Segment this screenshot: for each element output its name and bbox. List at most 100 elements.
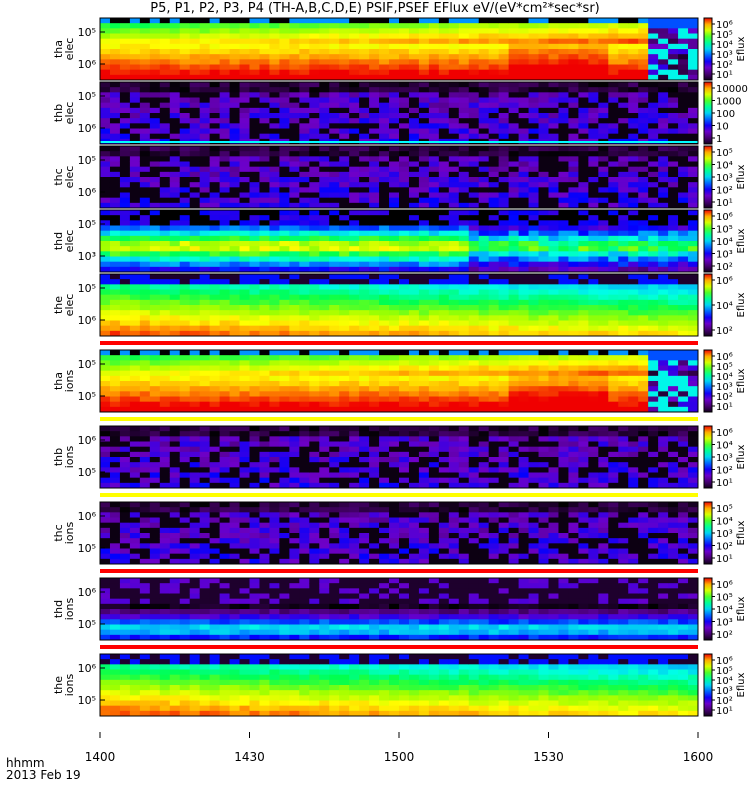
heatmap-cell xyxy=(269,370,280,377)
heatmap-cell xyxy=(628,166,639,173)
heatmap-cell xyxy=(309,220,320,226)
heatmap-cell xyxy=(638,325,649,332)
heatmap-cell xyxy=(179,43,191,50)
heatmap-cell xyxy=(269,118,280,124)
heatmap-cell xyxy=(339,118,350,124)
heatmap-cell xyxy=(408,457,420,463)
heatmap-cell xyxy=(678,28,689,34)
heatmap-cell xyxy=(408,325,420,332)
heatmap-cell xyxy=(508,279,520,285)
heatmap-cell xyxy=(339,97,350,104)
heatmap-cell xyxy=(309,386,320,392)
heatmap-cell xyxy=(508,446,520,453)
heatmap-cell xyxy=(518,462,530,468)
heatmap-cell xyxy=(149,133,161,140)
heatmap-cell xyxy=(239,107,250,114)
heatmap-cell xyxy=(578,246,589,252)
heatmap-cell xyxy=(199,431,211,437)
heatmap-cell xyxy=(428,406,440,413)
heatmap-cell xyxy=(399,401,410,408)
heatmap-cell xyxy=(578,107,589,114)
heatmap-cell xyxy=(169,235,181,242)
heatmap-cell xyxy=(369,274,380,280)
heatmap-cell xyxy=(369,279,380,285)
heatmap-cell xyxy=(119,156,131,162)
heatmap-cell xyxy=(369,325,380,332)
heatmap-cell xyxy=(299,431,310,437)
heatmap-cell xyxy=(578,59,589,65)
heatmap-cell xyxy=(668,350,679,356)
heatmap-cell xyxy=(478,256,490,263)
heatmap-cell xyxy=(488,87,500,93)
heatmap-cell xyxy=(658,235,669,242)
heatmap-cell xyxy=(648,59,659,65)
heatmap-cell xyxy=(289,241,300,247)
heatmap-cell xyxy=(418,462,430,468)
heatmap-cell xyxy=(518,38,530,45)
heatmap-cell xyxy=(678,113,689,119)
heatmap-cell xyxy=(179,266,191,273)
heatmap-cell xyxy=(349,133,360,140)
heatmap-cell xyxy=(269,482,280,489)
heatmap-cell xyxy=(129,472,141,479)
heatmap-cell xyxy=(608,151,619,157)
heatmap-cell xyxy=(379,386,390,392)
heatmap-cell xyxy=(538,128,549,135)
heatmap-cell xyxy=(389,467,400,473)
heatmap-cell xyxy=(149,156,161,162)
heatmap-cell xyxy=(279,128,290,135)
heatmap-cell xyxy=(648,64,659,71)
heatmap-cell xyxy=(179,310,191,316)
heatmap-cell xyxy=(189,320,201,327)
heatmap-cell xyxy=(339,210,350,216)
heatmap-cell xyxy=(408,118,420,124)
heatmap-cell xyxy=(578,210,589,216)
heatmap-cell xyxy=(279,23,290,29)
heatmap-cell xyxy=(289,171,300,178)
heatmap-cell xyxy=(159,381,171,387)
heatmap-cell xyxy=(558,426,569,432)
heatmap-cell xyxy=(209,64,221,71)
heatmap-cell xyxy=(269,113,280,119)
heatmap-cell xyxy=(299,151,310,157)
heatmap-cell xyxy=(379,401,390,408)
heatmap-cell xyxy=(100,325,111,332)
heatmap-cell xyxy=(109,215,121,221)
heatmap-cell xyxy=(189,102,201,109)
heatmap-cell xyxy=(279,123,290,129)
heatmap-cell xyxy=(119,241,131,247)
heatmap-cell xyxy=(438,151,450,157)
heatmap-cell xyxy=(399,33,410,40)
heatmap-cell xyxy=(558,235,569,242)
heatmap-cell xyxy=(548,187,559,193)
heatmap-cell xyxy=(339,43,350,50)
baseline-bar xyxy=(100,417,698,421)
heatmap-cell xyxy=(428,102,440,109)
heatmap-cell xyxy=(408,87,420,93)
heatmap-cell xyxy=(319,310,330,316)
heatmap-cell xyxy=(129,220,141,226)
heatmap-cell xyxy=(448,235,460,242)
heatmap-cell xyxy=(179,472,191,479)
heatmap-cell xyxy=(209,197,221,204)
heatmap-cell xyxy=(369,202,380,209)
heatmap-cell xyxy=(528,360,540,366)
heatmap-cell xyxy=(229,246,241,252)
heatmap-cell xyxy=(508,82,520,88)
heatmap-cell xyxy=(129,38,141,45)
heatmap-cell xyxy=(389,54,400,60)
heatmap-cell xyxy=(588,64,599,71)
heatmap-cell xyxy=(389,166,400,173)
heatmap-cell xyxy=(269,391,280,397)
heatmap-cell xyxy=(349,482,360,489)
heatmap-cell xyxy=(109,113,121,119)
heatmap-cell xyxy=(369,113,380,119)
heatmap-cell xyxy=(478,235,490,242)
heatmap-cell xyxy=(279,210,290,216)
heatmap-cell xyxy=(678,289,689,296)
heatmap-cell xyxy=(239,241,250,247)
heatmap-cell xyxy=(408,102,420,109)
heatmap-cell xyxy=(548,289,559,296)
heatmap-cell xyxy=(428,92,440,98)
heatmap-cell xyxy=(319,59,330,65)
